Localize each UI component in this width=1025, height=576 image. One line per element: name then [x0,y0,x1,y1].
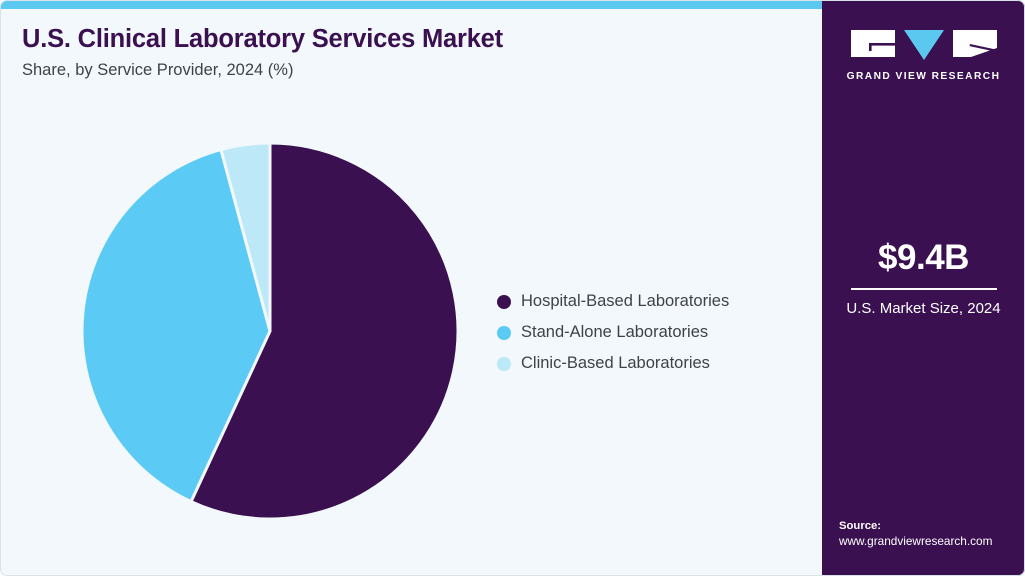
brand-logo: GRAND VIEW RESEARCH [822,28,1025,82]
market-size-stat: $9.4B U.S. Market Size, 2024 [822,240,1025,318]
legend-label-standalone: Stand-Alone Laboratories [521,323,709,342]
sidebar-panel: GRAND VIEW RESEARCH $9.4B U.S. Market Si… [822,0,1025,576]
stat-divider [850,288,997,290]
pie-chart [82,143,458,519]
pie-slice[interactable] [82,147,272,504]
legend-label-clinic: Clinic-Based Laboratories [521,354,710,373]
page-subtitle: Share, by Service Provider, 2024 (%) [22,61,294,80]
legend-item-clinic-based-laboratories[interactable]: Clinic-Based Laboratories [497,348,729,379]
pie-chart-svg [82,143,458,519]
legend-bullet-icon-clinic [497,356,511,371]
stat-caption: U.S. Market Size, 2024 [846,299,1001,317]
brand-wordmark: GRAND VIEW RESEARCH [846,71,1001,82]
gvr-logo-icon [850,30,997,60]
title-block: U.S. Clinical Laboratory Services Market… [22,25,762,81]
pie-slice[interactable] [219,143,272,332]
source-url: www.grandviewresearch.com [839,534,993,549]
legend-bullet-icon-standalone [497,325,511,340]
stat-value: $9.4B [878,238,969,277]
legend-label-hospital: Hospital-Based Laboratories [521,292,730,311]
page-title: U.S. Clinical Laboratory Services Market [22,25,503,53]
pie-slice[interactable] [189,143,458,519]
legend-item-stand-alone-laboratories[interactable]: Stand-Alone Laboratories [497,317,729,348]
legend-bullet-icon-hospital [497,294,511,309]
pie-slice-group [82,143,458,519]
source-label: Source: [839,519,882,532]
top-accent-bar [0,0,822,9]
legend-item-hospital-based-laboratories[interactable]: Hospital-Based Laboratories [497,286,729,317]
source-block: Source: www.grandviewresearch.com [839,519,1025,550]
chart-legend: Hospital-Based Laboratories Stand-Alone … [497,286,729,379]
